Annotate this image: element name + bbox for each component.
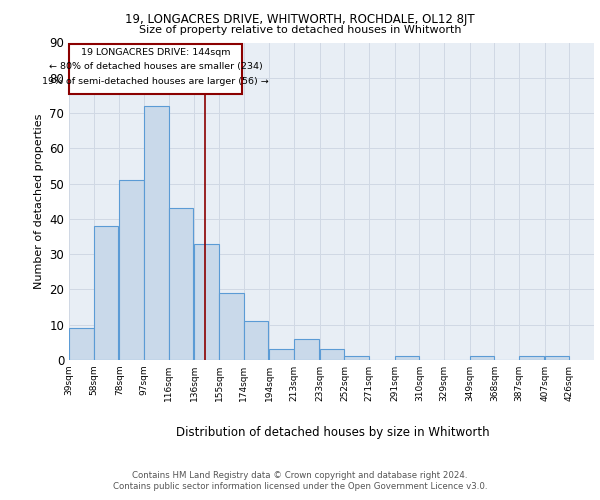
Bar	[294, 339, 319, 360]
Text: Contains HM Land Registry data © Crown copyright and database right 2024.: Contains HM Land Registry data © Crown c…	[132, 471, 468, 480]
Bar	[320, 350, 344, 360]
Bar	[169, 208, 193, 360]
Bar	[545, 356, 569, 360]
Y-axis label: Number of detached properties: Number of detached properties	[34, 114, 44, 289]
Text: 19 LONGACRES DRIVE: 144sqm: 19 LONGACRES DRIVE: 144sqm	[81, 48, 230, 57]
Bar	[470, 356, 494, 360]
Bar	[519, 356, 544, 360]
FancyBboxPatch shape	[69, 44, 242, 94]
Text: ← 80% of detached houses are smaller (234): ← 80% of detached houses are smaller (23…	[49, 62, 263, 71]
Bar	[194, 244, 219, 360]
Bar	[269, 350, 294, 360]
Text: 19, LONGACRES DRIVE, WHITWORTH, ROCHDALE, OL12 8JT: 19, LONGACRES DRIVE, WHITWORTH, ROCHDALE…	[125, 12, 475, 26]
Bar	[94, 226, 118, 360]
Bar	[144, 106, 169, 360]
Text: 19% of semi-detached houses are larger (56) →: 19% of semi-detached houses are larger (…	[42, 77, 269, 86]
Text: Distribution of detached houses by size in Whitworth: Distribution of detached houses by size …	[176, 426, 490, 439]
Text: Size of property relative to detached houses in Whitworth: Size of property relative to detached ho…	[139, 25, 461, 35]
Bar	[219, 293, 244, 360]
Bar	[244, 321, 268, 360]
Bar	[119, 180, 144, 360]
Bar	[395, 356, 419, 360]
Bar	[344, 356, 369, 360]
Bar	[69, 328, 94, 360]
Text: Contains public sector information licensed under the Open Government Licence v3: Contains public sector information licen…	[113, 482, 487, 491]
